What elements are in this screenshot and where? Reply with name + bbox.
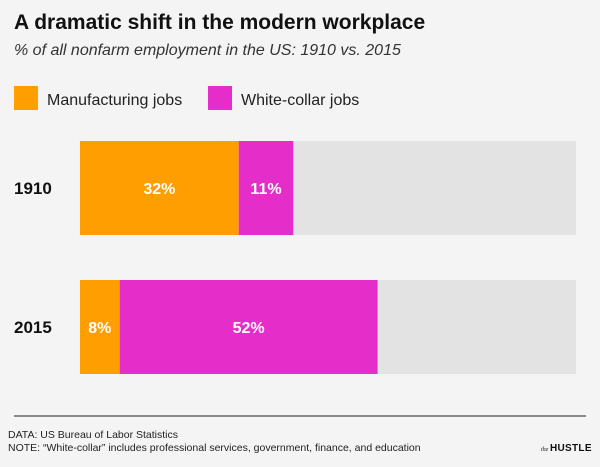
bar-segment-2015-1 — [119, 280, 378, 374]
chart-title: A dramatic shift in the modern workplace — [14, 11, 425, 34]
data-label-1910-1: 11% — [250, 181, 281, 198]
legend: Manufacturing jobs White-collar jobs — [14, 86, 359, 110]
bars: 1910 32% 11% 2015 8% 52% — [14, 141, 576, 374]
legend-swatch-0 — [14, 86, 38, 110]
data-label-2015-0: 8% — [88, 320, 111, 337]
footer-note: NOTE: “White-collar” includes profession… — [8, 442, 421, 454]
bar-segment-1910-0 — [80, 141, 239, 235]
legend-swatch-1 — [208, 86, 232, 110]
category-label-2015: 2015 — [14, 318, 52, 337]
data-label-2015-1: 52% — [233, 320, 265, 337]
brand-prefix: the — [541, 447, 549, 453]
footer-data-source: DATA: US Bureau of Labor Statistics — [8, 429, 178, 441]
brand-name: HUSTLE — [550, 443, 592, 454]
legend-label-0: Manufacturing jobs — [47, 92, 182, 109]
bar-segment-2015-0 — [80, 280, 120, 374]
brand-logo: the HUSTLE — [541, 443, 592, 454]
bar-segment-1910-1 — [238, 141, 294, 235]
category-label-1910: 1910 — [14, 179, 52, 198]
chart-subtitle: % of all nonfarm employment in the US: 1… — [14, 42, 401, 59]
legend-label-1: White-collar jobs — [241, 92, 359, 109]
data-label-1910-0: 32% — [143, 181, 175, 198]
